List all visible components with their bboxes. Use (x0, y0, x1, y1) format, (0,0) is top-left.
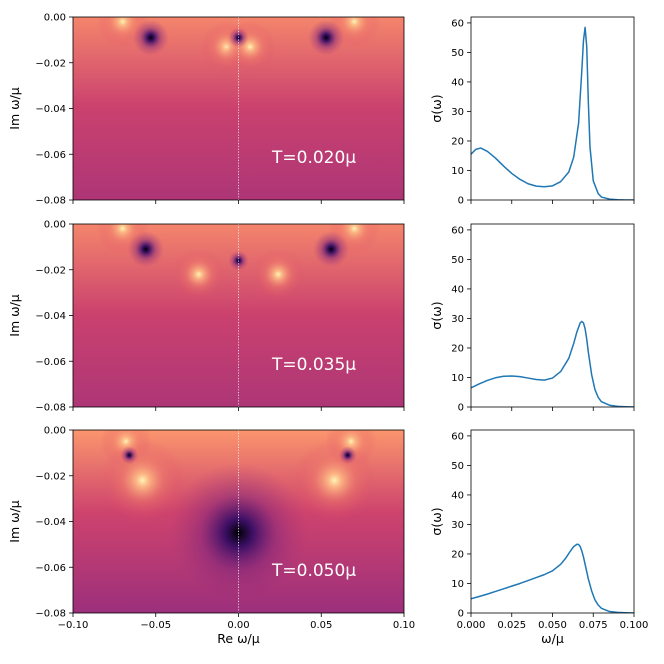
x-tick-label: −0.05 (140, 620, 171, 631)
y-tick-label: 10 (451, 166, 464, 177)
y-tick-label: −0.04 (35, 104, 66, 115)
plot-area (471, 224, 634, 407)
y-tick-label: −0.02 (35, 58, 66, 69)
sigma-series-line (471, 320, 634, 407)
x-tick-label: 0.000 (457, 620, 486, 631)
plot-area (471, 17, 634, 200)
y-tick-label: −0.04 (35, 517, 66, 528)
y-tick-label: 0.00 (44, 220, 66, 231)
y-tick-label: 50 (451, 255, 464, 266)
y-tick-label: 30 (451, 107, 464, 118)
y-tick-label: −0.06 (35, 357, 66, 368)
x-tick-label: −0.10 (58, 620, 89, 631)
temperature-label: T=0.050μ (271, 561, 356, 581)
y-axis-label: σ(ω) (429, 301, 444, 329)
y-tick-label: −0.08 (35, 196, 66, 207)
y-tick-label: 30 (451, 314, 464, 325)
y-tick-label: 40 (451, 284, 464, 295)
dark-zero (127, 231, 164, 268)
y-axis-label: Im ω/μ (7, 500, 22, 543)
y-tick-label: 50 (451, 48, 464, 59)
y-tick-label: −0.02 (35, 471, 66, 482)
x-axis-label: ω/μ (541, 631, 564, 646)
y-tick-label: 0.00 (44, 426, 66, 437)
x-tick-label: 0.025 (497, 620, 526, 631)
y-tick-label: −0.08 (35, 403, 66, 414)
y-tick-label: 10 (451, 579, 464, 590)
heatmap-3 (73, 430, 404, 613)
temperature-label: T=0.035μ (271, 355, 356, 375)
y-tick-label: 40 (451, 77, 464, 88)
heatmap-1 (73, 17, 404, 200)
bright-pole (172, 248, 225, 301)
y-tick-label: 20 (451, 136, 464, 147)
dark-zero (132, 19, 169, 56)
sigma-series-line (471, 543, 634, 613)
temperature-label: T=0.020μ (271, 148, 356, 168)
y-tick-label: −0.06 (35, 563, 66, 574)
dark-zero (308, 19, 345, 56)
dark-zero (168, 462, 309, 603)
y-tick-label: 20 (451, 343, 464, 354)
y-tick-label: −0.04 (35, 311, 66, 322)
x-tick-label: 0.050 (538, 620, 567, 631)
sigma-series-line (471, 26, 634, 200)
y-tick-label: 10 (451, 373, 464, 384)
bright-pole (100, 438, 185, 523)
y-axis-label: Im ω/μ (7, 87, 22, 130)
y-axis-label: σ(ω) (429, 507, 444, 535)
plot-area (471, 430, 634, 613)
dark-zero (313, 231, 350, 268)
y-axis-label: σ(ω) (429, 94, 444, 122)
y-tick-label: 0.00 (44, 13, 66, 24)
y-tick-label: −0.06 (35, 150, 66, 161)
y-tick-label: 0 (458, 196, 464, 207)
y-tick-label: 0 (458, 403, 464, 414)
x-tick-label: 0.100 (620, 620, 649, 631)
y-tick-label: 40 (451, 490, 464, 501)
x-tick-label: 0.00 (227, 620, 249, 631)
bright-pole (252, 248, 305, 301)
bright-pole (224, 20, 277, 73)
y-tick-label: 0 (458, 609, 464, 620)
x-tick-label: 0.075 (579, 620, 608, 631)
y-tick-label: 50 (451, 461, 464, 472)
y-tick-label: 60 (451, 225, 464, 236)
y-tick-label: 20 (451, 549, 464, 560)
x-tick-label: 0.10 (393, 620, 415, 631)
y-tick-label: 30 (451, 520, 464, 531)
y-axis-label: Im ω/μ (7, 294, 22, 337)
y-tick-label: 60 (451, 18, 464, 29)
dark-zero (120, 446, 139, 465)
dark-zero (338, 446, 357, 465)
x-axis-label: Re ω/μ (217, 631, 259, 646)
x-tick-label: 0.05 (310, 620, 332, 631)
y-tick-label: −0.08 (35, 609, 66, 620)
y-tick-label: 60 (451, 431, 464, 442)
y-tick-label: −0.02 (35, 265, 66, 276)
